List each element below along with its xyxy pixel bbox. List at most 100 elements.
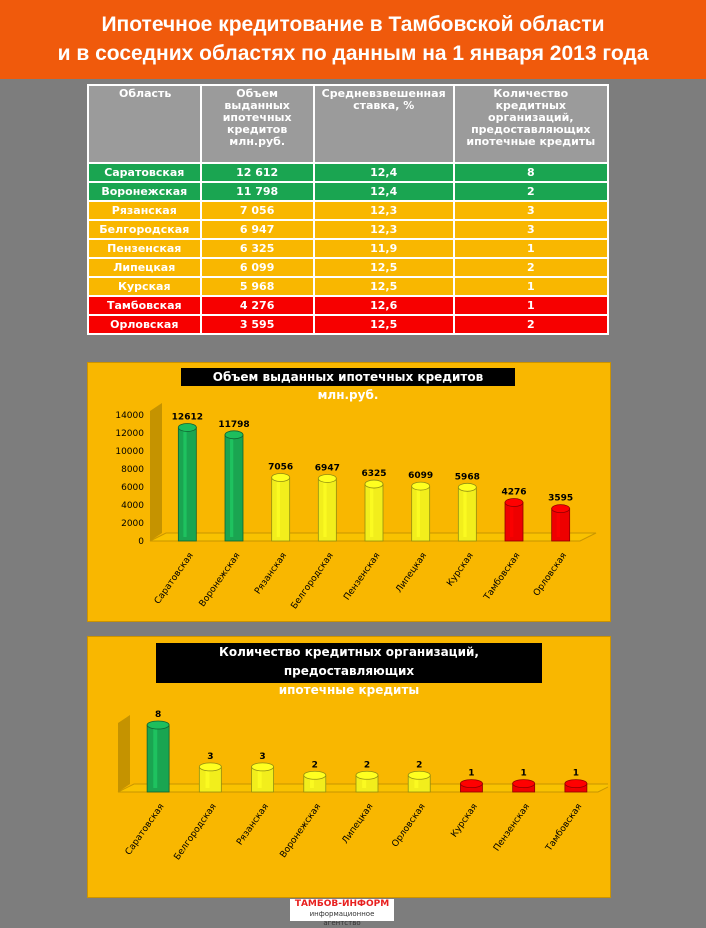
bar-top [551, 504, 571, 514]
cell-rate: 12,5 [312, 257, 455, 278]
category-label: Орловская [390, 802, 427, 849]
data-label: 1 [573, 769, 579, 779]
table-row: Воронежская 11 798 12,4 2 [87, 181, 610, 202]
cell-volume: 5 968 [199, 276, 315, 297]
title-line-1: Ипотечное кредитование в Тамбовской обла… [101, 13, 605, 36]
data-label: 5968 [455, 472, 480, 482]
cell-region: Рязанская [87, 200, 202, 221]
category-label: Саратовская [153, 551, 196, 606]
category-label: Орловская [532, 551, 569, 598]
bar-highlight [370, 488, 374, 537]
cell-count: 2 [452, 257, 610, 278]
data-label: 1 [468, 769, 474, 779]
y-tick-label: 6000 [121, 483, 144, 493]
bar-highlight [556, 512, 560, 537]
cell-region: Орловская [87, 314, 202, 335]
category-label: Белгородская [289, 551, 335, 611]
table-row: Рязанская 7 056 12,3 3 [87, 200, 610, 221]
cell-rate: 12,5 [312, 314, 455, 335]
bar [224, 434, 244, 542]
table-row: Саратовская 12 612 12,4 8 [87, 162, 610, 183]
cell-rate: 12,4 [312, 162, 455, 183]
logo: ТАМБОВ-ИНФОРМ информационное агентство [290, 899, 394, 927]
y-tick-label: 2000 [121, 519, 144, 529]
bar-top [411, 481, 431, 491]
cell-region: Воронежская [87, 181, 202, 202]
y-tick-label: 8000 [121, 465, 144, 475]
data-label: 3 [207, 752, 213, 762]
data-label: 2 [312, 760, 318, 770]
cell-rate: 12,4 [312, 181, 455, 202]
bar-highlight [518, 787, 523, 789]
table-row: Тамбовская 4 276 12,6 1 [87, 295, 610, 316]
bar-highlight [463, 491, 467, 537]
title-line-2: и в соседних областях по данным на 1 янв… [57, 42, 649, 65]
data-label: 3595 [548, 494, 573, 504]
chart-axis-wall [118, 715, 130, 792]
bar-highlight [205, 770, 210, 788]
header-rate: Средневзвешенная ставка, % [312, 84, 455, 164]
mortgage-table: Область Объем выданных ипотечных кредито… [87, 84, 610, 335]
data-label: 11798 [218, 420, 249, 430]
category-label: Липецкая [341, 802, 376, 846]
bar-top [224, 430, 244, 440]
cell-volume: 12 612 [199, 162, 315, 183]
cell-volume: 3 595 [199, 314, 315, 335]
table-row: Орловская 3 595 12,5 2 [87, 314, 610, 335]
y-tick-label: 0 [138, 537, 144, 547]
count-bar-chart: 8 Саратовская 3 Белгородская 3 Рязанская 2 Воро… [117, 710, 608, 862]
data-label: 4276 [501, 488, 526, 498]
category-label: Тамбовская [482, 551, 523, 603]
logo-tagline: информационное агентство [309, 910, 375, 927]
cell-count: 2 [452, 181, 610, 202]
y-tick-label: 4000 [121, 501, 144, 511]
bar [177, 427, 197, 542]
volume-bar-chart: 0 2000 4000 6000 8000 10000 12000 14000 12612 Сар… [115, 403, 597, 611]
cell-volume: 4 276 [199, 295, 315, 316]
bar-top [457, 482, 477, 492]
category-label: Курская [445, 551, 475, 588]
header-volume: Объем выданных ипотечных кредитов млн.ру… [199, 84, 315, 164]
category-label: Курская [449, 802, 479, 839]
data-label: 12612 [172, 412, 203, 422]
table-row: Курская 5 968 12,5 1 [87, 276, 610, 297]
bar-top [146, 720, 170, 730]
bar [317, 478, 337, 542]
table-row: Пензенская 6 325 11,9 1 [87, 238, 610, 259]
data-label: 2 [364, 760, 370, 770]
category-label: Воронежская [278, 802, 323, 860]
cell-rate: 11,9 [312, 238, 455, 259]
bar-top [364, 479, 384, 489]
bar-top [271, 473, 291, 482]
cell-volume: 6 947 [199, 219, 315, 240]
cell-count: 2 [452, 314, 610, 335]
bar-highlight [276, 481, 280, 537]
category-label: Рязанская [253, 551, 289, 596]
chart-title-count: Количество кредитных организаций, предос… [156, 643, 542, 697]
bar [271, 477, 291, 542]
cell-rate: 12,6 [312, 295, 455, 316]
cell-region: Курская [87, 276, 202, 297]
cell-count: 3 [452, 219, 610, 240]
cell-count: 8 [452, 162, 610, 183]
category-label: Воронежская [198, 551, 243, 609]
bar [457, 486, 477, 542]
cell-rate: 12,3 [312, 219, 455, 240]
bar [411, 485, 431, 542]
page-title: Ипотечное кредитование в Тамбовской обла… [0, 0, 706, 79]
bar [504, 502, 524, 542]
chart-panel-volume: Объем выданных ипотечных кредитов млн.ру… [87, 362, 611, 622]
bar-top [512, 779, 536, 789]
category-label: Липецкая [394, 551, 429, 595]
data-label: 6325 [361, 469, 386, 479]
y-tick-label: 14000 [115, 411, 144, 421]
bar-highlight [571, 787, 576, 789]
chart-axis-wall [150, 403, 162, 541]
category-label: Белгородская [172, 802, 218, 862]
bar-top [198, 762, 222, 772]
data-label: 8 [155, 710, 161, 720]
data-label: 6947 [315, 463, 340, 473]
chart-panel-count: Количество кредитных организаций, предос… [87, 636, 611, 898]
bar-top [177, 423, 197, 432]
bar-highlight [510, 506, 514, 537]
